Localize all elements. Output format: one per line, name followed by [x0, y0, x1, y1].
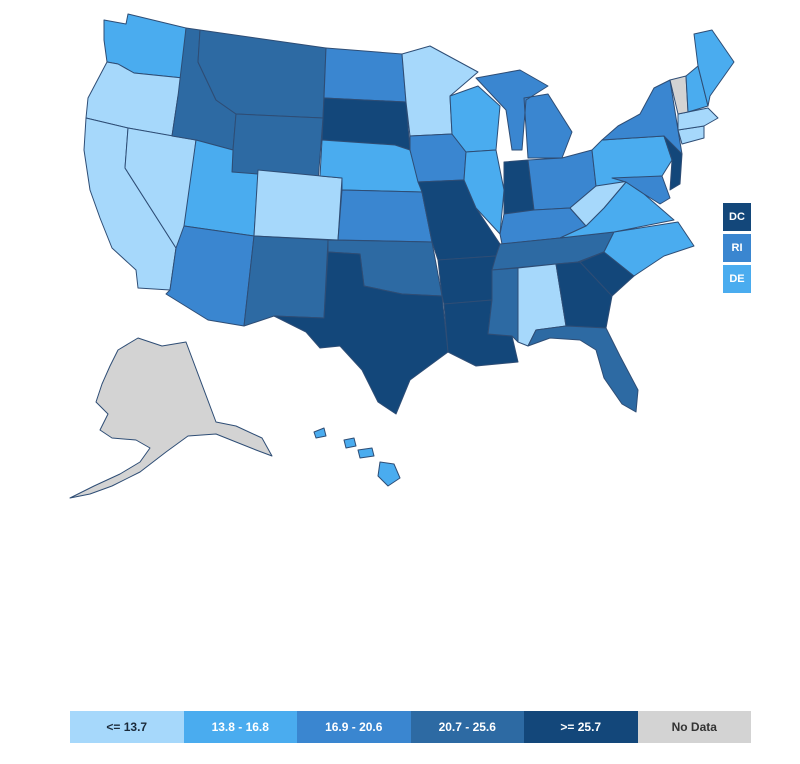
legend-bin-1[interactable]: <= 13.7 — [70, 711, 184, 743]
state-AK[interactable] — [69, 337, 273, 499]
state-AZ[interactable] — [165, 225, 255, 327]
state-MS[interactable] — [487, 267, 519, 343]
us-choropleth-map — [69, 13, 735, 499]
legend-label: 13.8 - 16.8 — [211, 720, 269, 734]
state-NM[interactable] — [243, 235, 329, 327]
state-ND[interactable] — [323, 47, 407, 103]
small-state-label: DE — [729, 273, 745, 285]
state-NC[interactable] — [577, 221, 695, 277]
legend-label: >= 25.7 — [560, 720, 602, 734]
state-NJ[interactable] — [663, 135, 683, 191]
legend-label: 20.7 - 25.6 — [438, 720, 496, 734]
legend-bin-4[interactable]: 20.7 - 25.6 — [410, 711, 524, 743]
small-state-ri[interactable]: RI — [723, 234, 751, 262]
state-GA[interactable] — [555, 261, 613, 329]
legend-bin-2[interactable]: 13.8 - 16.8 — [183, 711, 297, 743]
state-HI[interactable] — [313, 427, 401, 487]
state-FL[interactable] — [527, 325, 639, 413]
small-state-label: RI — [731, 242, 743, 254]
legend-bin-5[interactable]: >= 25.7 — [524, 711, 638, 743]
map-legend: <= 13.7 13.8 - 16.8 16.9 - 20.6 20.7 - 2… — [70, 711, 751, 743]
small-state-de[interactable]: DE — [723, 265, 751, 293]
state-CO[interactable] — [253, 169, 343, 241]
state-MI[interactable] — [475, 69, 573, 159]
small-state-dc[interactable]: DC — [723, 203, 751, 231]
legend-no-data[interactable]: No Data — [637, 711, 751, 743]
state-KS[interactable] — [337, 189, 433, 243]
state-ME[interactable] — [693, 29, 735, 107]
legend-label: 16.9 - 20.6 — [325, 720, 383, 734]
state-MA[interactable] — [677, 107, 719, 131]
small-state-label: DC — [729, 211, 745, 223]
state-AR[interactable] — [437, 255, 497, 305]
state-MD[interactable] — [611, 175, 671, 205]
legend-label: No Data — [671, 720, 717, 734]
legend-bin-3[interactable]: 16.9 - 20.6 — [297, 711, 411, 743]
legend-label: <= 13.7 — [106, 720, 148, 734]
state-TX[interactable] — [273, 251, 449, 415]
